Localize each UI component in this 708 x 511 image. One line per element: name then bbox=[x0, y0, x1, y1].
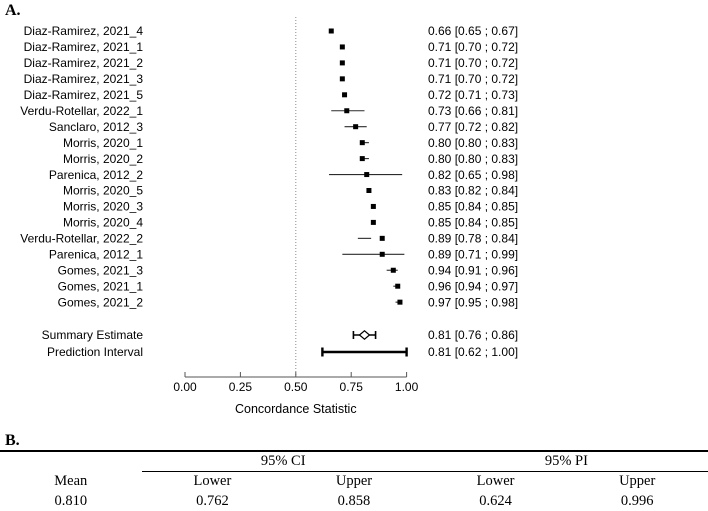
estimate-marker bbox=[359, 140, 365, 146]
group-header-ci: 95% CI bbox=[141, 451, 425, 472]
col-header-ci-upper: Upper bbox=[335, 473, 373, 489]
study-label: Diaz-Ramirez, 2021_3 bbox=[24, 72, 144, 86]
summary-diamond bbox=[358, 330, 371, 340]
study-label: Morris, 2020_2 bbox=[63, 152, 143, 166]
estimate-text: 0.89 [0.71 ; 0.99] bbox=[428, 248, 518, 262]
spanner-spacer bbox=[0, 451, 142, 472]
estimate-text: 0.94 [0.91 ; 0.96] bbox=[428, 263, 518, 277]
study-label: Parenica, 2012_2 bbox=[49, 168, 143, 182]
estimate-text: 0.85 [0.84 ; 0.85] bbox=[428, 216, 518, 230]
estimate-marker bbox=[339, 44, 345, 50]
panel-b-label: B. bbox=[5, 432, 20, 449]
study-label: Morris, 2020_3 bbox=[63, 200, 143, 214]
study-label: Gomes, 2021_3 bbox=[58, 263, 144, 277]
estimate-marker bbox=[397, 299, 403, 305]
x-axis-tick-label: 0.75 bbox=[340, 380, 364, 394]
summary-text: 0.81 [0.76 ; 0.86] bbox=[428, 328, 518, 342]
estimate-text: 0.80 [0.80 ; 0.83] bbox=[428, 136, 518, 150]
study-label: Gomes, 2021_2 bbox=[58, 295, 144, 309]
prediction-label: Prediction Interval bbox=[47, 345, 143, 359]
x-axis-tick-label: 0.50 bbox=[284, 380, 308, 394]
group-header-pi: 95% PI bbox=[424, 451, 708, 472]
estimate-marker bbox=[395, 283, 401, 289]
ci-upper-value: 0.858 bbox=[337, 493, 371, 509]
x-axis-title: Concordance Statistic bbox=[235, 402, 357, 416]
estimate-text: 0.66 [0.65 ; 0.67] bbox=[428, 24, 518, 38]
x-axis-tick-label: 1.00 bbox=[395, 380, 419, 394]
mean-value: 0.810 bbox=[54, 493, 88, 509]
prediction-text: 0.81 [0.62 ; 1.00] bbox=[428, 345, 518, 359]
estimate-marker bbox=[364, 172, 370, 178]
estimate-marker bbox=[366, 188, 372, 193]
estimate-marker bbox=[339, 60, 345, 66]
column-header-row: Mean Lower Upper Lower Upper bbox=[0, 472, 708, 492]
estimate-text: 0.71 [0.70 ; 0.72] bbox=[428, 40, 518, 54]
estimate-marker bbox=[370, 219, 376, 225]
estimate-marker bbox=[342, 92, 348, 98]
study-label: Verdu-Rotellar, 2022_2 bbox=[20, 232, 143, 246]
estimate-marker bbox=[379, 251, 385, 257]
study-label: Sanclaro, 2012_3 bbox=[49, 120, 143, 134]
study-label: Diaz-Ramirez, 2021_4 bbox=[24, 24, 144, 38]
estimate-text: 0.77 [0.72 ; 0.82] bbox=[428, 120, 518, 134]
panel-a-label: A. bbox=[5, 2, 21, 19]
panel-b: B. 95% CI 95% PI Mean Lower Upper Lower … bbox=[0, 428, 708, 511]
estimate-text: 0.71 [0.70 ; 0.72] bbox=[428, 56, 518, 70]
study-label: Morris, 2020_1 bbox=[63, 136, 143, 150]
col-header-pi-upper: Upper bbox=[619, 473, 656, 489]
forest-plot: Diaz-Ramirez, 2021_4 0.66 [0.65 ; 0.67] Di… bbox=[20, 17, 518, 416]
study-label: Parenica, 2012_1 bbox=[49, 248, 143, 262]
estimate-text: 0.82 [0.65 ; 0.98] bbox=[428, 168, 518, 182]
estimate-marker bbox=[328, 28, 334, 34]
estimate-marker bbox=[344, 108, 350, 114]
estimate-marker bbox=[370, 203, 376, 209]
study-label: Verdu-Rotellar, 2022_1 bbox=[20, 104, 143, 118]
x-axis-tick-label: 0.25 bbox=[229, 380, 253, 394]
estimate-marker bbox=[359, 156, 365, 162]
estimate-text: 0.71 [0.70 ; 0.72] bbox=[428, 72, 518, 86]
study-label: Gomes, 2021_1 bbox=[58, 279, 144, 293]
x-axis-tick-label: 0.00 bbox=[173, 380, 197, 394]
study-label: Morris, 2020_5 bbox=[63, 184, 143, 198]
summary-label: Summary Estimate bbox=[42, 328, 144, 342]
study-label: Diaz-Ramirez, 2021_2 bbox=[24, 56, 144, 70]
study-label: Diaz-Ramirez, 2021_5 bbox=[24, 88, 144, 102]
study-label: Diaz-Ramirez, 2021_1 bbox=[24, 40, 144, 54]
estimate-text: 0.73 [0.66 ; 0.81] bbox=[428, 104, 518, 118]
study-label: Morris, 2020_4 bbox=[63, 216, 143, 230]
table-row: 0.810 0.762 0.858 0.624 0.996 bbox=[0, 491, 708, 511]
col-header-mean: Mean bbox=[54, 472, 88, 489]
summary-table: 95% CI 95% PI Mean Lower Upper Lower Upp… bbox=[0, 450, 708, 511]
estimate-marker bbox=[390, 267, 396, 273]
pi-lower-value: 0.624 bbox=[479, 493, 512, 509]
estimate-marker bbox=[353, 124, 359, 130]
estimate-marker bbox=[339, 76, 345, 82]
group-header-row: 95% CI 95% PI bbox=[0, 451, 708, 472]
estimate-text: 0.96 [0.94 ; 0.97] bbox=[428, 279, 518, 293]
estimate-text: 0.72 [0.71 ; 0.73] bbox=[428, 88, 518, 102]
estimate-text: 0.97 [0.95 ; 0.98] bbox=[428, 295, 518, 309]
pi-upper-value: 0.996 bbox=[620, 493, 654, 509]
estimate-text: 0.83 [0.82 ; 0.84] bbox=[428, 184, 518, 198]
col-header-ci-lower: Lower bbox=[193, 473, 232, 489]
estimate-text: 0.80 [0.80 ; 0.83] bbox=[428, 152, 518, 166]
estimate-marker bbox=[379, 235, 385, 241]
estimate-text: 0.85 [0.84 ; 0.85] bbox=[428, 200, 518, 214]
estimate-text: 0.89 [0.78 ; 0.84] bbox=[428, 232, 518, 246]
ci-lower-value: 0.762 bbox=[196, 493, 229, 509]
col-header-pi-lower: Lower bbox=[476, 473, 515, 489]
